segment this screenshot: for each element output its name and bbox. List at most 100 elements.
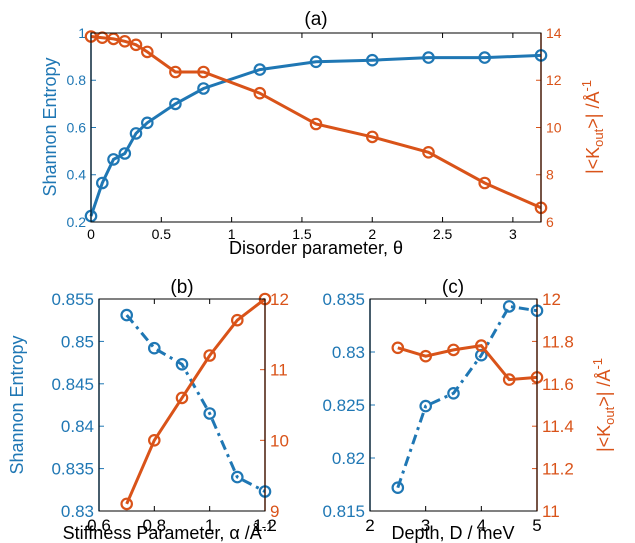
- y-right-tick-label: 14: [546, 25, 562, 41]
- x-tick-label: 1: [228, 226, 236, 242]
- y-left-tick-label: 1: [78, 25, 86, 41]
- k-out-data-point: [478, 176, 491, 190]
- x-tick-label: 3: [509, 226, 517, 242]
- y-right-tick-label: 6: [546, 214, 554, 230]
- k-out-data-point: [107, 32, 120, 46]
- entropy-data-point: [478, 51, 491, 64]
- x-tick-label: 0: [87, 226, 95, 242]
- k-out-data-point: [391, 341, 405, 355]
- y-left-axis-label: Shannon Entropy: [7, 335, 27, 474]
- k-out-data-point: [422, 146, 435, 159]
- x-axis-label: Stiffness Parameter, α /Å-1: [63, 519, 274, 543]
- entropy-series-line: [396, 304, 538, 489]
- y-left-tick-label: 0.845: [51, 375, 94, 394]
- plot-frame: [90, 32, 542, 223]
- y-left-tick-label: 0.815: [322, 502, 365, 521]
- x-tick-label: 1: [205, 516, 214, 535]
- entropy-series-line: [125, 314, 266, 493]
- k-out-data-point: [169, 65, 182, 79]
- entropy-data-point: [129, 127, 143, 140]
- y-right-tick-label: 11.2: [542, 460, 574, 479]
- x-axis-label: Depth, D / meV: [391, 523, 514, 543]
- x-tick-label: 2: [365, 516, 374, 535]
- x-tick-label: 0.5: [152, 226, 172, 242]
- y-right-tick-label: 11: [270, 361, 288, 380]
- panel-b: 0.6 0.8 1 1.2 0.83 0.835 0.84 0.845 0.85 0.855 9 10…: [7, 277, 289, 543]
- entropy-data-point: [422, 51, 435, 64]
- y-left-tick-label: 0.85: [61, 332, 94, 351]
- entropy-data-point: [231, 470, 244, 484]
- entropy-data-point: [118, 147, 132, 160]
- y-left-axis-label: Shannon Entropy: [40, 57, 60, 196]
- panel-c: 2 3 4 5 0.815 0.82 0.825 0.83 0.835 11 11.2 11.4 11.…: [322, 277, 617, 543]
- y-left-tick-label: 0.825: [322, 396, 365, 415]
- x-tick-label: 1.5: [292, 226, 312, 242]
- y-right-tick-label: 10: [546, 119, 562, 135]
- panel-label: (a): [304, 9, 327, 30]
- y-left-tick-label: 0.84: [61, 417, 94, 436]
- entropy-data-point: [96, 176, 109, 190]
- entropy-data-point: [203, 407, 216, 420]
- x-axis-label: Disorder parameter, θ: [229, 238, 403, 258]
- x-tick-label: 0.8: [143, 516, 167, 535]
- plot-frame: [369, 298, 538, 512]
- panel-a: 0 0.5 1 1.5 2 2.5 3 0.2 0.4 0.6 0.8 1 6 8 10 12 14 (a) D…: [40, 9, 606, 258]
- y-right-tick-label: 9: [270, 502, 279, 521]
- y-left-tick-label: 0.83: [61, 502, 94, 521]
- y-right-tick-label: 12: [546, 72, 562, 88]
- x-tick-label: 2: [368, 226, 376, 242]
- y-right-tick-label: 12: [542, 290, 561, 309]
- k-out-data-point: [502, 373, 516, 386]
- y-right-axis-label: |<Kout>| /Å-1: [579, 80, 606, 174]
- k-out-data-point: [447, 343, 460, 357]
- k-out-series-line: [90, 35, 542, 210]
- y-right-tick-label: 8: [546, 167, 554, 183]
- plot-frame: [98, 298, 266, 512]
- x-tick-label: 3: [421, 516, 430, 535]
- y-right-tick-label: 11: [542, 502, 560, 521]
- entropy-data-point: [141, 116, 154, 130]
- entropy-data-point: [107, 153, 120, 166]
- y-left-tick-label: 0.835: [322, 290, 365, 309]
- k-out-data-point: [197, 65, 210, 79]
- x-tick-label: 0.6: [87, 516, 111, 535]
- x-tick-label: 2.5: [433, 226, 453, 242]
- y-right-tick-label: 12: [270, 290, 289, 309]
- entropy-data-point: [447, 386, 460, 400]
- y-right-tick-label: 11.6: [542, 375, 574, 394]
- k-out-data-point: [148, 433, 161, 447]
- entropy-data-point: [175, 357, 189, 371]
- k-out-data-point: [118, 34, 132, 48]
- k-out-data-point: [175, 391, 189, 405]
- entropy-data-point: [120, 308, 133, 322]
- y-left-tick-label: 0.6: [67, 119, 87, 135]
- entropy-data-point: [148, 341, 161, 355]
- k-out-data-point: [474, 339, 488, 352]
- y-right-tick-label: 11.4: [542, 417, 574, 436]
- entropy-data-point: [419, 399, 432, 413]
- entropy-data-point: [391, 481, 405, 494]
- y-left-tick-label: 0.83: [332, 343, 365, 362]
- x-tick-label: 4: [477, 516, 486, 535]
- k-out-data-point: [203, 349, 216, 362]
- y-left-tick-label: 0.8: [67, 72, 87, 88]
- entropy-data-point: [502, 300, 516, 313]
- y-right-axis-label: |<Kout>| /Å-1: [590, 358, 617, 452]
- k-out-data-point: [365, 130, 379, 144]
- k-out-data-point: [129, 38, 143, 52]
- k-out-data-point: [231, 313, 244, 327]
- y-left-tick-label: 0.855: [51, 290, 94, 309]
- y-left-tick-label: 0.835: [51, 460, 94, 479]
- entropy-series-line: [89, 53, 542, 217]
- panel-label: (b): [170, 277, 193, 298]
- y-left-tick-label: 0.2: [67, 214, 87, 230]
- y-right-tick-label: 11.8: [542, 332, 574, 351]
- panel-label: (c): [442, 277, 464, 298]
- entropy-data-point: [169, 97, 182, 111]
- entropy-data-point: [197, 82, 210, 95]
- entropy-data-point: [365, 53, 379, 67]
- y-left-tick-label: 0.82: [332, 449, 365, 468]
- y-right-tick-label: 10: [270, 431, 289, 450]
- k-out-data-point: [253, 86, 267, 100]
- k-out-data-point: [309, 117, 323, 131]
